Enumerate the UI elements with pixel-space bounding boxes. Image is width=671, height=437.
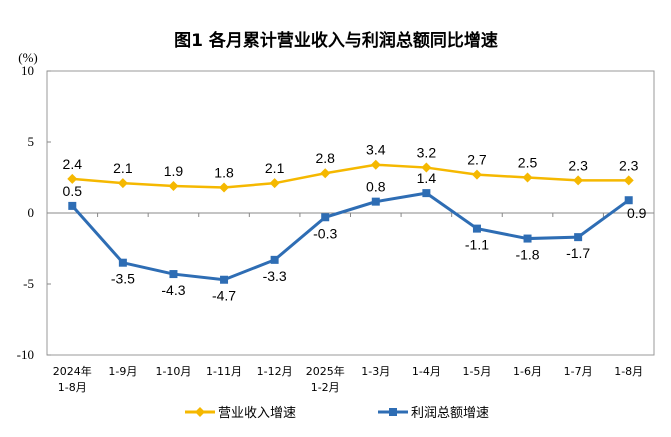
data-point-profit xyxy=(523,234,532,243)
y-tick-label: 10 xyxy=(21,63,34,78)
data-label: -4.3 xyxy=(161,282,185,298)
data-point-revenue xyxy=(219,182,230,193)
x-tick-label: 1-11月 xyxy=(206,365,242,378)
x-tick-label: 2024年 xyxy=(53,364,92,378)
x-tick-label: 1-3月 xyxy=(361,365,390,378)
y-tick-label: -5 xyxy=(23,276,34,291)
data-label: 1.8 xyxy=(214,164,234,180)
data-label: -3.5 xyxy=(111,271,135,287)
legend-marker-revenue xyxy=(195,407,205,417)
data-label: 0.5 xyxy=(63,183,83,199)
y-tick-label: 0 xyxy=(28,205,35,220)
data-point-revenue xyxy=(370,159,381,170)
data-label: -1.8 xyxy=(515,247,539,263)
data-point-revenue xyxy=(320,168,331,179)
x-tick-label: 1-5月 xyxy=(462,365,491,378)
data-label: -1.1 xyxy=(465,237,489,253)
chart-title: 图1 各月累计营业收入与利润总额同比增速 xyxy=(174,30,498,51)
data-label: -4.7 xyxy=(212,288,236,304)
data-label: 1.4 xyxy=(417,170,437,186)
data-point-profit xyxy=(68,201,77,210)
data-point-profit xyxy=(169,270,178,279)
data-point-profit xyxy=(371,197,380,206)
data-label: -0.3 xyxy=(313,225,337,241)
x-tick-label: 1-8月 xyxy=(614,365,643,378)
data-label: 0.9 xyxy=(627,205,647,221)
x-tick-label: 1-10月 xyxy=(155,365,191,378)
data-label: 2.5 xyxy=(518,155,538,171)
data-label: 3.4 xyxy=(366,142,386,158)
series-line-profit xyxy=(71,191,630,282)
data-point-profit xyxy=(118,258,127,267)
data-point-revenue xyxy=(421,162,432,173)
data-point-revenue xyxy=(623,175,634,186)
data-point-revenue xyxy=(168,181,179,192)
data-point-profit xyxy=(472,224,481,233)
data-point-profit xyxy=(321,213,330,222)
x-tick-label: 2025年 xyxy=(306,364,345,378)
y-tick-label: -10 xyxy=(17,347,34,362)
data-label: 0.8 xyxy=(366,179,386,195)
data-label: 3.2 xyxy=(417,145,437,161)
data-label: 2.1 xyxy=(113,160,133,176)
data-point-profit xyxy=(624,196,633,205)
y-tick-label: 5 xyxy=(28,134,35,149)
x-tick-label: 1-12月 xyxy=(257,365,293,378)
data-point-revenue xyxy=(269,178,280,189)
data-point-revenue xyxy=(522,172,533,183)
series-line-revenue xyxy=(72,163,629,189)
x-tick-label: 1-2月 xyxy=(311,381,340,394)
x-tick-label: 1-4月 xyxy=(412,365,441,378)
data-label: 2.1 xyxy=(265,160,285,176)
data-label: 2.7 xyxy=(467,152,487,168)
data-label: -1.7 xyxy=(566,245,590,261)
data-point-profit xyxy=(574,233,583,242)
y-axis-unit: (%) xyxy=(18,50,38,65)
legend-label-revenue: 营业收入增速 xyxy=(218,406,296,421)
data-point-revenue xyxy=(573,175,584,186)
data-point-profit xyxy=(270,255,279,264)
x-tick-label: 1-7月 xyxy=(564,365,593,378)
data-point-revenue xyxy=(471,169,482,180)
data-label: -3.3 xyxy=(263,268,287,284)
x-tick-label: 1-8月 xyxy=(58,381,87,394)
data-point-profit xyxy=(220,275,229,284)
legend-label-profit: 利润总额增速 xyxy=(411,406,489,421)
data-point-revenue xyxy=(117,178,128,189)
legend-marker-profit xyxy=(389,408,397,416)
data-label: 2.4 xyxy=(63,156,83,172)
data-label: 1.9 xyxy=(164,163,184,179)
data-point-profit xyxy=(422,189,431,198)
data-label: 2.3 xyxy=(568,157,588,173)
data-point-revenue xyxy=(67,173,78,184)
data-label: 2.8 xyxy=(315,150,335,166)
x-tick-label: 1-6月 xyxy=(513,365,542,378)
data-label: 2.3 xyxy=(619,157,639,173)
x-tick-label: 1-9月 xyxy=(108,365,137,378)
